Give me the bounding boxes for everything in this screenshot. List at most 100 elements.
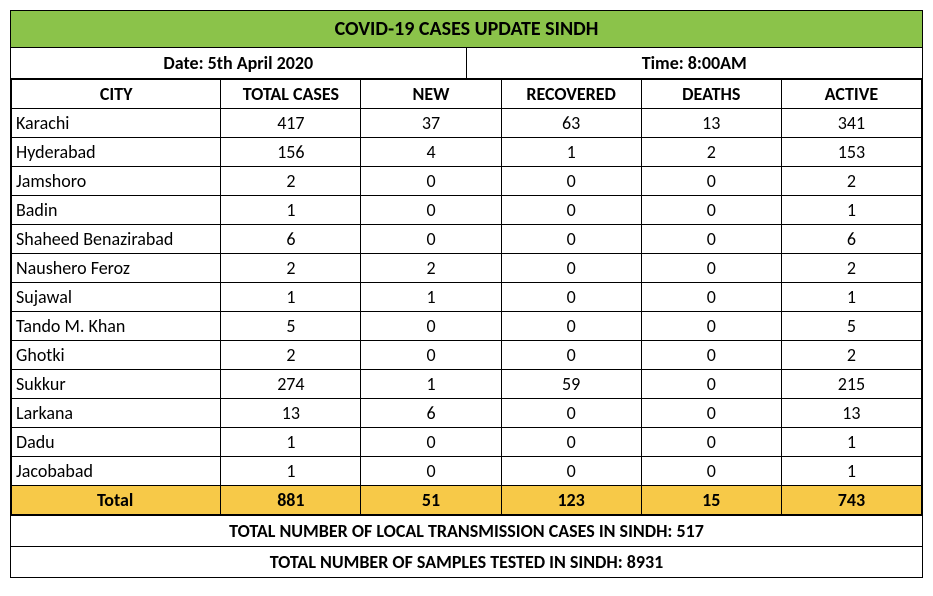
table-row: Dadu10001 — [12, 428, 922, 457]
table-row: Ghotki20002 — [12, 341, 922, 370]
cell-deaths: 0 — [641, 283, 781, 312]
cell-total: 1 — [221, 457, 361, 486]
cell-deaths: 0 — [641, 254, 781, 283]
cell-city: Naushero Feroz — [12, 254, 221, 283]
cell-city: Hyderabad — [12, 138, 221, 167]
cell-recovered: 0 — [501, 457, 641, 486]
table-row: Tando M. Khan50005 — [12, 312, 922, 341]
cell-deaths: 0 — [641, 457, 781, 486]
cell-active: 5 — [781, 312, 921, 341]
footer-local-transmission: TOTAL NUMBER OF LOCAL TRANSMISSION CASES… — [11, 515, 922, 546]
cell-active: 2 — [781, 167, 921, 196]
cell-active: 1 — [781, 196, 921, 225]
table-row: Jacobabad10001 — [12, 457, 922, 486]
cell-active: 2 — [781, 341, 921, 370]
cell-new: 0 — [361, 457, 501, 486]
cell-city: Ghotki — [12, 341, 221, 370]
cell-new: 0 — [361, 312, 501, 341]
footer-samples-tested: TOTAL NUMBER OF SAMPLES TESTED IN SINDH:… — [11, 546, 922, 577]
table-row: Sukkur2741590215 — [12, 370, 922, 399]
cell-total: 5 — [221, 312, 361, 341]
cell-total: 274 — [221, 370, 361, 399]
cell-city: Sujawal — [12, 283, 221, 312]
cell-deaths: 0 — [641, 225, 781, 254]
cell-city: Shaheed Benazirabad — [12, 225, 221, 254]
cell-active: 2 — [781, 254, 921, 283]
col-active: ACTIVE — [781, 80, 921, 109]
cell-deaths: 13 — [641, 109, 781, 138]
cell-recovered: 0 — [501, 196, 641, 225]
total-deaths: 15 — [641, 486, 781, 515]
total-label: Total — [12, 486, 221, 515]
header-row: CITY TOTAL CASES NEW RECOVERED DEATHS AC… — [12, 80, 922, 109]
cell-recovered: 0 — [501, 225, 641, 254]
cell-recovered: 1 — [501, 138, 641, 167]
table-row: Naushero Feroz22002 — [12, 254, 922, 283]
cell-deaths: 0 — [641, 312, 781, 341]
cell-new: 6 — [361, 399, 501, 428]
cell-recovered: 59 — [501, 370, 641, 399]
cell-active: 6 — [781, 225, 921, 254]
cell-recovered: 0 — [501, 341, 641, 370]
cell-deaths: 0 — [641, 428, 781, 457]
cell-city: Jacobabad — [12, 457, 221, 486]
col-city: CITY — [12, 80, 221, 109]
cell-recovered: 0 — [501, 399, 641, 428]
total-total: 881 — [221, 486, 361, 515]
date-label: Date: 5th April 2020 — [11, 48, 467, 78]
col-recovered: RECOVERED — [501, 80, 641, 109]
cell-total: 1 — [221, 283, 361, 312]
cell-recovered: 0 — [501, 312, 641, 341]
cell-new: 0 — [361, 167, 501, 196]
cell-total: 417 — [221, 109, 361, 138]
cell-new: 37 — [361, 109, 501, 138]
cell-new: 0 — [361, 428, 501, 457]
cell-city: Larkana — [12, 399, 221, 428]
cell-total: 2 — [221, 167, 361, 196]
time-label: Time: 8:00AM — [467, 48, 923, 78]
covid-table-container: COVID-19 CASES UPDATE SINDH Date: 5th Ap… — [10, 10, 923, 578]
table-row: Badin10001 — [12, 196, 922, 225]
table-row: Jamshoro20002 — [12, 167, 922, 196]
cell-recovered: 0 — [501, 283, 641, 312]
cell-deaths: 0 — [641, 399, 781, 428]
total-recovered: 123 — [501, 486, 641, 515]
cell-total: 13 — [221, 399, 361, 428]
cell-active: 1 — [781, 428, 921, 457]
table-row: Shaheed Benazirabad60006 — [12, 225, 922, 254]
cell-deaths: 0 — [641, 341, 781, 370]
cell-active: 153 — [781, 138, 921, 167]
meta-row: Date: 5th April 2020 Time: 8:00AM — [11, 48, 922, 79]
cell-new: 1 — [361, 370, 501, 399]
cell-active: 341 — [781, 109, 921, 138]
cell-city: Dadu — [12, 428, 221, 457]
cell-recovered: 0 — [501, 428, 641, 457]
cell-active: 13 — [781, 399, 921, 428]
cell-total: 2 — [221, 341, 361, 370]
cell-deaths: 0 — [641, 196, 781, 225]
table-row: Larkana1360013 — [12, 399, 922, 428]
cell-city: Karachi — [12, 109, 221, 138]
cell-total: 6 — [221, 225, 361, 254]
cell-city: Tando M. Khan — [12, 312, 221, 341]
cell-city: Jamshoro — [12, 167, 221, 196]
cell-new: 0 — [361, 341, 501, 370]
cell-city: Sukkur — [12, 370, 221, 399]
cell-new: 1 — [361, 283, 501, 312]
cell-active: 215 — [781, 370, 921, 399]
cell-total: 156 — [221, 138, 361, 167]
table-row: Sujawal11001 — [12, 283, 922, 312]
cell-deaths: 0 — [641, 370, 781, 399]
cell-deaths: 2 — [641, 138, 781, 167]
main-title: COVID-19 CASES UPDATE SINDH — [11, 11, 922, 48]
cell-city: Badin — [12, 196, 221, 225]
cell-deaths: 0 — [641, 167, 781, 196]
total-new: 51 — [361, 486, 501, 515]
cell-recovered: 0 — [501, 254, 641, 283]
cell-new: 0 — [361, 196, 501, 225]
col-deaths: DEATHS — [641, 80, 781, 109]
cell-new: 4 — [361, 138, 501, 167]
cell-recovered: 0 — [501, 167, 641, 196]
cell-active: 1 — [781, 283, 921, 312]
cell-recovered: 63 — [501, 109, 641, 138]
